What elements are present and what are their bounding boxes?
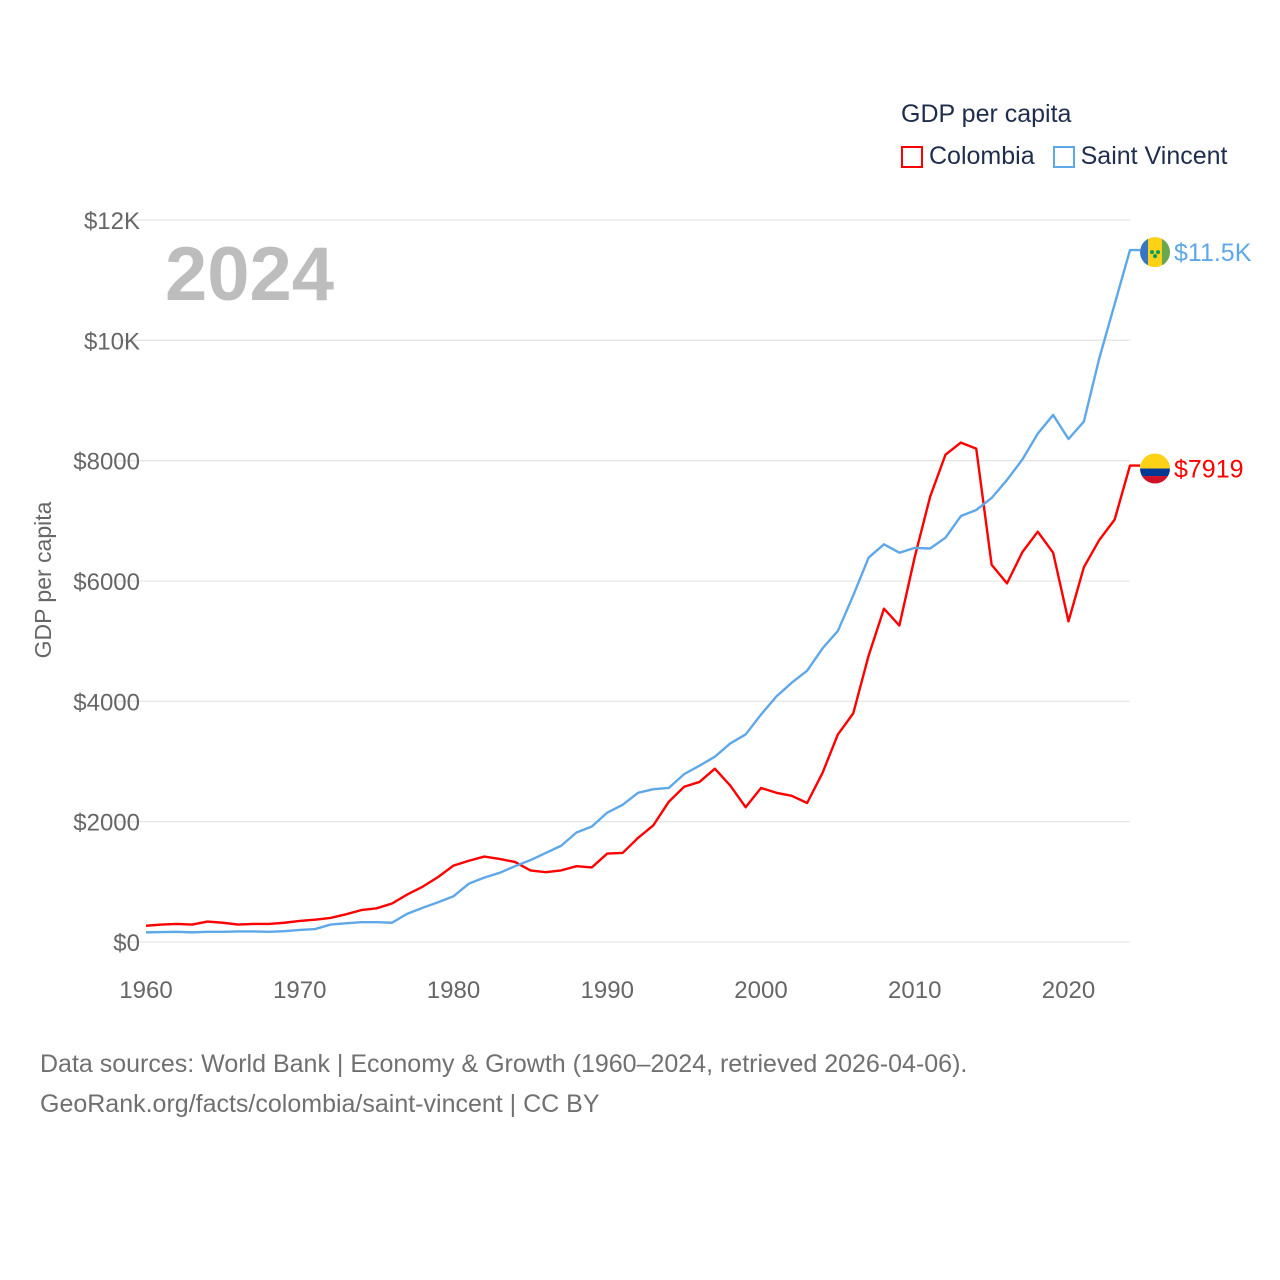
x-tick-label: 1990	[581, 977, 634, 1004]
y-tick-label: $2000	[73, 810, 140, 837]
legend-swatch-colombia	[901, 145, 923, 168]
year-watermark: 2024	[165, 232, 334, 317]
end-value-label: $7919	[1174, 456, 1244, 484]
footer: Data sources: World Bank | Economy & Gro…	[40, 1044, 967, 1124]
x-tick-label: 2020	[1042, 977, 1095, 1004]
colombia-flag-icon	[1140, 453, 1170, 484]
end-value-label: $11.5K	[1174, 239, 1252, 267]
x-tick-label: 2000	[734, 977, 787, 1004]
footer-link[interactable]: GeoRank.org/facts/colombia/saint-vincent…	[40, 1090, 600, 1118]
series-line-colombia	[145, 441, 1140, 927]
legend-swatch-saint-vincent	[1052, 145, 1075, 168]
x-tick-label: 1960	[119, 977, 172, 1004]
legend-item-saint-vincent[interactable]: Saint Vincent	[1052, 142, 1228, 171]
legend-label-colombia: Colombia	[929, 142, 1035, 170]
x-tick-label: 2010	[888, 977, 941, 1004]
x-tick-label: 1980	[427, 977, 480, 1004]
y-tick-label: $12K	[84, 208, 140, 235]
legend: Colombia Saint Vincent	[901, 142, 1227, 171]
y-tick-label: $10K	[84, 328, 140, 355]
y-tick-label: $0	[113, 930, 140, 957]
footer-sources: Data sources: World Bank | Economy & Gro…	[40, 1050, 968, 1078]
legend-title: GDP per capita	[901, 100, 1072, 128]
saint-vincent-flag-icon	[1140, 237, 1170, 268]
y-tick-label: $6000	[73, 569, 140, 596]
y-tick-label: $8000	[73, 449, 140, 476]
legend-item-colombia[interactable]: Colombia	[901, 142, 1035, 171]
legend-label-saint-vincent: Saint Vincent	[1080, 142, 1228, 170]
y-axis-label: GDP per capita	[30, 501, 56, 658]
x-tick-label: 1970	[273, 977, 326, 1004]
y-tick-label: $4000	[73, 689, 140, 716]
series-line-saint-vincent	[145, 248, 1140, 934]
